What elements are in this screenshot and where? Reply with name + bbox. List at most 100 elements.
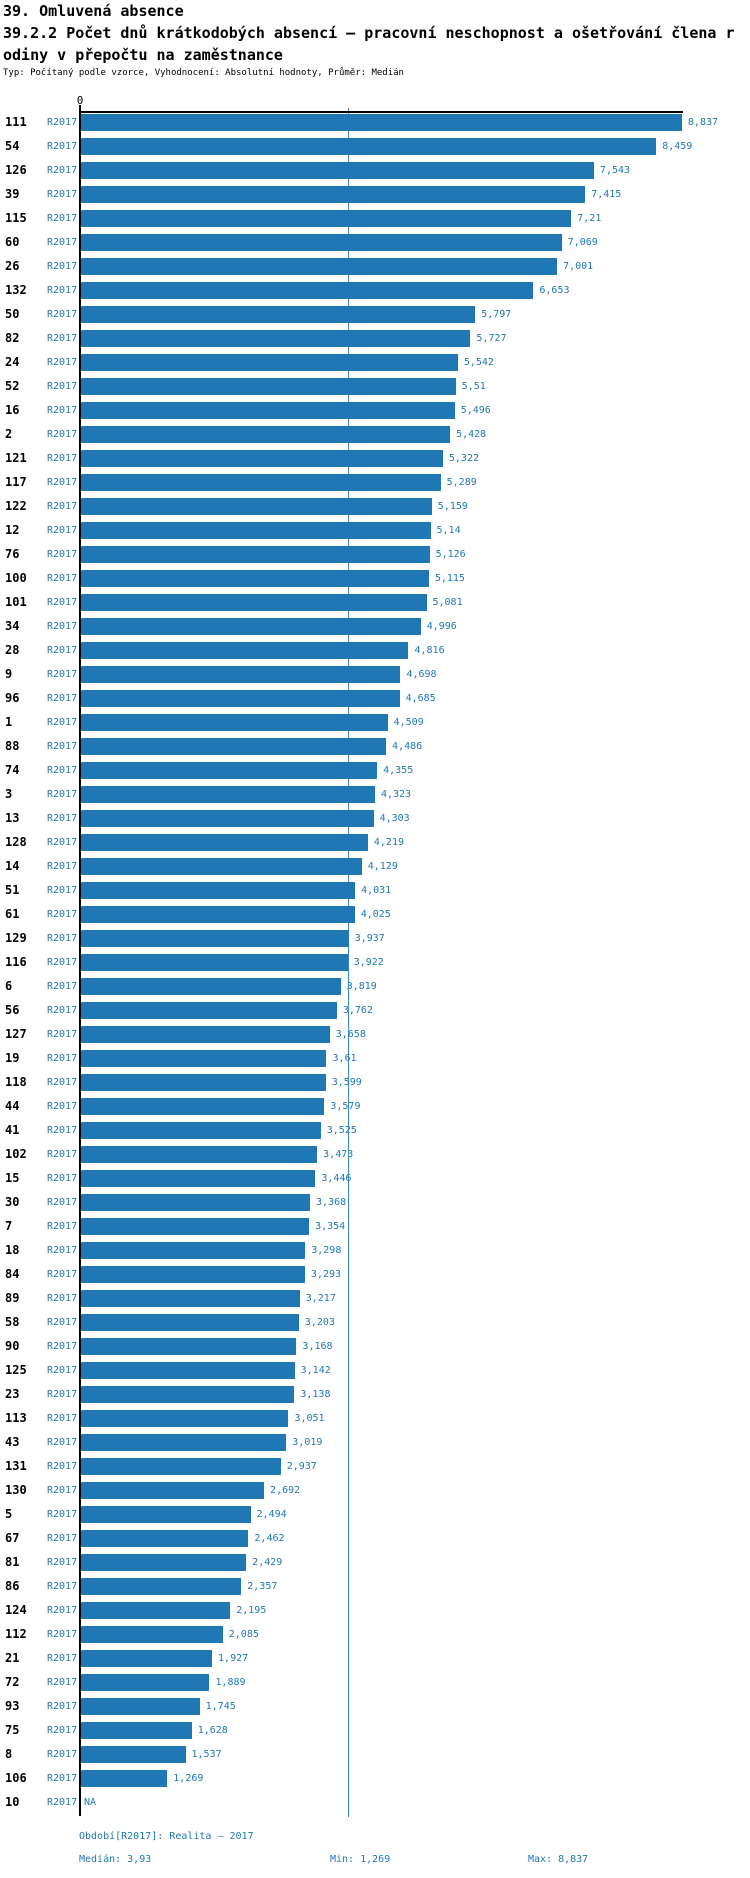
bar <box>81 858 362 875</box>
row-category-label: 52 <box>5 379 20 393</box>
row-series-label: R2017 <box>47 1629 78 1640</box>
bar <box>81 1386 295 1403</box>
bar <box>81 1146 318 1163</box>
row-series-label: R2017 <box>47 885 78 896</box>
chart-row: 2 R2017 5,428 <box>0 423 750 447</box>
chart-row: 115 R2017 7,21 <box>0 207 750 231</box>
row-category-label: 61 <box>5 907 20 921</box>
bar-value-label: 8,837 <box>687 117 719 128</box>
bar-value-label: 8,459 <box>662 141 693 152</box>
row-series-label: R2017 <box>47 1005 78 1016</box>
row-series-label: R2017 <box>47 1485 78 1496</box>
bar <box>81 138 657 155</box>
row-series-label: R2017 <box>47 1725 78 1736</box>
bar <box>81 186 586 203</box>
bar-value-label: 5,159 <box>437 501 468 512</box>
bar <box>81 954 348 971</box>
chart-row: 117 R2017 5,289 <box>0 471 750 495</box>
row-series-label: R2017 <box>47 309 78 320</box>
row-category-label: 3 <box>5 787 13 801</box>
bar <box>81 1338 297 1355</box>
bar <box>81 666 401 683</box>
bar <box>81 930 349 947</box>
row-category-label: 56 <box>5 1003 20 1017</box>
bar-value-label: 4,219 <box>373 837 404 848</box>
bar <box>81 402 455 419</box>
row-series-label: R2017 <box>47 213 78 224</box>
chart-row: 113 R2017 3,051 <box>0 1407 750 1431</box>
bar <box>81 450 443 467</box>
row-category-label: 67 <box>5 1531 20 1545</box>
row-category-label: 118 <box>5 1075 27 1089</box>
bar-value-label: 1,537 <box>191 1749 222 1760</box>
row-category-label: 96 <box>5 691 20 705</box>
row-series-label: R2017 <box>47 1413 78 1424</box>
row-category-label: 128 <box>5 835 27 849</box>
chart-row: 14 R2017 4,129 <box>0 855 750 879</box>
chart-row: 13 R2017 4,303 <box>0 807 750 831</box>
row-category-label: 130 <box>5 1483 27 1497</box>
bar-value-label: 4,996 <box>426 621 457 632</box>
row-series-label: R2017 <box>47 1245 78 1256</box>
row-category-label: 101 <box>5 595 27 609</box>
row-series-label: R2017 <box>47 453 78 464</box>
bar <box>81 1290 300 1307</box>
chart-row: 23 R2017 3,138 <box>0 1383 750 1407</box>
bar <box>81 258 558 275</box>
bar-value-label: 3,525 <box>326 1125 357 1136</box>
bar-value-label: 5,081 <box>432 597 463 608</box>
row-category-label: 113 <box>5 1411 27 1425</box>
bar <box>81 546 430 563</box>
row-series-label: R2017 <box>47 1221 78 1232</box>
row-category-label: 117 <box>5 475 27 489</box>
row-series-label: R2017 <box>47 1797 78 1808</box>
chart-row: 19 R2017 3,61 <box>0 1047 750 1071</box>
row-series-label: R2017 <box>47 549 78 560</box>
chart-row: 51 R2017 4,031 <box>0 879 750 903</box>
row-series-label: R2017 <box>47 1701 78 1712</box>
row-category-label: 54 <box>5 139 20 153</box>
row-category-label: 15 <box>5 1171 20 1185</box>
row-series-label: R2017 <box>47 669 78 680</box>
chart-row: 15 R2017 3,446 <box>0 1167 750 1191</box>
chart-row: 67 R2017 2,462 <box>0 1527 750 1551</box>
chart-row: 93 R2017 1,745 <box>0 1695 750 1719</box>
chart-row: 30 R2017 3,368 <box>0 1191 750 1215</box>
bar-value-label: 4,355 <box>383 765 414 776</box>
bar-value-label: 3,019 <box>292 1437 323 1448</box>
row-category-label: 111 <box>5 115 27 129</box>
chart-row: 118 R2017 3,599 <box>0 1071 750 1095</box>
bar <box>81 1074 326 1091</box>
row-category-label: 115 <box>5 211 27 225</box>
bar-value-label: 7,415 <box>591 189 622 200</box>
row-category-label: 84 <box>5 1267 20 1281</box>
bar-value-label: 5,14 <box>436 525 461 536</box>
bar <box>81 810 374 827</box>
chart-row: 100 R2017 5,115 <box>0 567 750 591</box>
row-series-label: R2017 <box>47 1053 78 1064</box>
chart-row: 81 R2017 2,429 <box>0 1551 750 1575</box>
row-category-label: 102 <box>5 1147 27 1161</box>
bar-value-label: 3,142 <box>300 1365 331 1376</box>
row-category-label: 1 <box>5 715 13 729</box>
row-category-label: 43 <box>5 1435 20 1449</box>
chart-row: 88 R2017 4,486 <box>0 735 750 759</box>
footer-period: Období[R2017]: Realita – 2017 <box>79 1831 254 1842</box>
bar <box>81 1050 327 1067</box>
bar-value-label: 4,685 <box>405 693 436 704</box>
row-category-label: 106 <box>5 1771 27 1785</box>
bar-value-label: 4,129 <box>367 861 398 872</box>
bar-value-label: 5,428 <box>456 429 487 440</box>
row-series-label: R2017 <box>47 333 78 344</box>
bar <box>81 978 341 995</box>
row-category-label: 16 <box>5 403 20 417</box>
row-category-label: 75 <box>5 1723 20 1737</box>
bar-value-label: 5,322 <box>448 453 479 464</box>
bar <box>81 834 368 851</box>
page-title: 39. Omluvená absence <box>3 2 184 20</box>
bar-value-label: 3,298 <box>311 1245 342 1256</box>
chart-row: 39 R2017 7,415 <box>0 183 750 207</box>
row-series-label: R2017 <box>47 141 78 152</box>
bar <box>81 522 431 539</box>
chart-row: 43 R2017 3,019 <box>0 1431 750 1455</box>
